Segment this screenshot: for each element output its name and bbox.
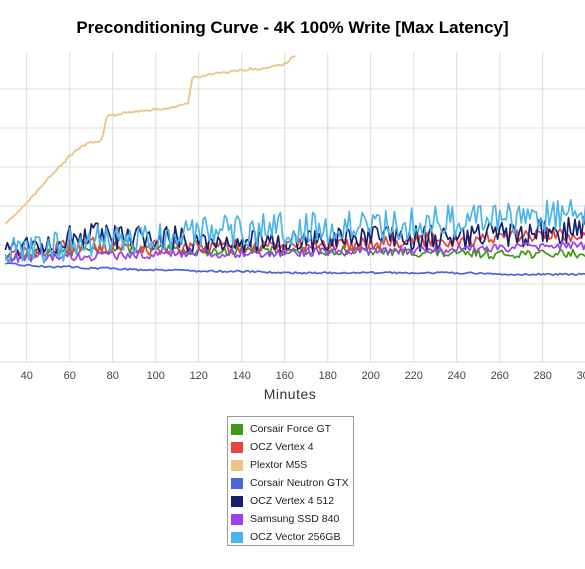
x-tick-label: 200 (362, 370, 380, 382)
x-tick-label: 300 (577, 370, 585, 382)
series-line-samsung-ssd-840 (5, 240, 585, 264)
chart-series-group (4, 55, 585, 277)
x-tick-label: 240 (448, 370, 466, 382)
x-axis-ticks: 40 60 80 100 120 140 160 180 200 220 240 260 280 300 (21, 370, 585, 382)
legend-swatch (231, 423, 243, 435)
legend-swatch (231, 495, 243, 507)
legend-item: Plextor M5S (231, 456, 353, 474)
legend-label: Samsung SSD 840 (250, 513, 340, 525)
legend-label: OCZ Vector 256GB (250, 531, 341, 543)
x-tick-label: 60 (64, 370, 76, 382)
legend-swatch (231, 441, 243, 453)
legend-item: OCZ Vertex 4 (231, 438, 353, 456)
chart-title: Preconditioning Curve - 4K 100% Write [M… (76, 18, 509, 37)
legend-label: Plextor M5S (250, 459, 308, 471)
legend-item: OCZ Vertex 4 512 (231, 492, 353, 510)
legend-swatch (231, 477, 243, 489)
chart-grid (0, 52, 585, 363)
chart-legend: Corsair Force GT OCZ Vertex 4 Plextor M5S C… (227, 416, 354, 546)
legend-label: OCZ Vertex 4 512 (250, 495, 335, 507)
x-axis-label: Minutes (263, 386, 317, 402)
legend-item: Samsung SSD 840 (231, 510, 353, 528)
legend-item: Corsair Neutron GTX (231, 474, 353, 492)
legend-item: Corsair Force GT (231, 420, 353, 438)
x-tick-label: 280 (534, 370, 552, 382)
x-tick-label: 100 (147, 370, 165, 382)
x-tick-label: 260 (491, 370, 509, 382)
legend-label: Corsair Force GT (250, 423, 332, 435)
legend-item: OCZ Vector 256GB (231, 528, 353, 546)
x-tick-label: 140 (233, 370, 251, 382)
legend-label: OCZ Vertex 4 (250, 441, 314, 453)
legend-swatch (231, 459, 243, 471)
x-tick-label: 220 (405, 370, 423, 382)
series-line-corsair-neutron-gtx (4, 262, 585, 277)
legend-swatch (231, 513, 243, 525)
x-tick-label: 160 (276, 370, 294, 382)
x-tick-label: 80 (107, 370, 119, 382)
legend-swatch (231, 531, 243, 543)
legend-label: Corsair Neutron GTX (250, 477, 349, 489)
x-tick-label: 40 (21, 370, 33, 382)
x-tick-label: 120 (190, 370, 208, 382)
series-line-ocz-vector-256gb (4, 198, 585, 264)
series-line-plextor-m5s (4, 55, 296, 225)
x-tick-label: 180 (319, 370, 337, 382)
